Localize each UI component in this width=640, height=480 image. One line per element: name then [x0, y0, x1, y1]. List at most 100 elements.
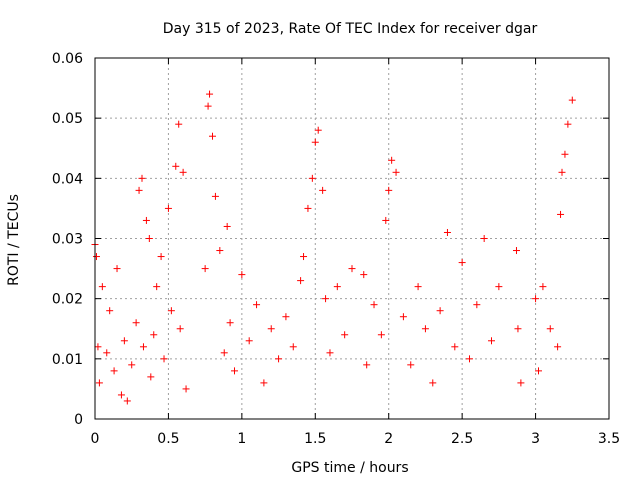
data-point — [208, 132, 216, 140]
data-point — [388, 156, 396, 164]
data-point — [204, 102, 212, 110]
x-tick-label: 1.5 — [304, 431, 326, 447]
data-point — [480, 235, 488, 242]
data-point — [297, 277, 305, 285]
data-point — [514, 325, 522, 333]
x-tick-label: 0 — [91, 431, 100, 447]
data-point — [128, 361, 136, 369]
data-point — [206, 90, 214, 98]
data-point — [164, 204, 172, 212]
data-point — [182, 385, 190, 393]
data-point — [220, 349, 228, 357]
data-point — [179, 168, 187, 176]
data-point — [110, 367, 118, 375]
data-point — [392, 168, 400, 176]
data-point — [322, 295, 330, 303]
data-point — [282, 313, 290, 321]
x-axis-title: GPS time / hours — [291, 460, 408, 476]
data-point — [532, 295, 540, 303]
data-point — [304, 204, 312, 212]
data-point — [539, 283, 547, 291]
data-point — [211, 192, 219, 200]
data-point — [561, 150, 569, 158]
data-point — [157, 253, 165, 261]
data-point — [300, 253, 308, 261]
data-point — [153, 283, 161, 291]
y-tick-label: 0.02 — [52, 292, 83, 308]
data-point — [557, 210, 565, 218]
data-point — [160, 355, 168, 363]
data-point — [176, 325, 184, 333]
x-tick-label: 3 — [531, 431, 540, 447]
x-tick-label: 3.5 — [598, 431, 620, 447]
data-point — [139, 343, 147, 351]
data-point — [414, 283, 422, 291]
data-point — [535, 367, 543, 375]
data-point — [564, 120, 572, 128]
data-point — [488, 337, 496, 345]
data-point — [106, 307, 114, 315]
data-point — [216, 247, 224, 255]
data-point — [226, 319, 234, 327]
y-tick-label: 0.01 — [52, 352, 83, 368]
chart-title: Day 315 of 2023, Rate Of TEC Index for r… — [163, 21, 538, 37]
data-point — [319, 186, 327, 194]
data-point — [147, 373, 155, 381]
y-tick-label: 0 — [74, 412, 83, 428]
x-tick-label: 0.5 — [157, 431, 179, 447]
data-point — [314, 126, 322, 134]
data-point — [311, 138, 319, 146]
data-point — [142, 216, 150, 224]
data-point — [275, 355, 283, 363]
data-point — [132, 319, 140, 327]
grid — [95, 58, 609, 419]
data-point — [326, 349, 334, 357]
data-point — [546, 325, 554, 333]
data-point — [568, 96, 576, 104]
data-point — [92, 253, 100, 261]
y-tick-label: 0.04 — [52, 171, 83, 187]
data-point — [399, 313, 407, 321]
data-point — [370, 301, 378, 309]
data-point — [473, 301, 481, 309]
data-point — [377, 331, 385, 339]
y-tick-label: 0.06 — [52, 51, 83, 67]
data-point — [145, 235, 153, 242]
data-point — [267, 325, 275, 333]
data-point — [558, 168, 566, 176]
data-point — [94, 343, 102, 351]
data-point — [429, 379, 437, 387]
data-point — [341, 331, 349, 339]
data-point — [495, 283, 503, 291]
data-point — [407, 361, 415, 369]
data-point — [245, 337, 253, 345]
y-tick-label: 0.05 — [52, 111, 83, 127]
x-tick-label: 2.5 — [451, 431, 473, 447]
data-point — [443, 228, 451, 236]
data-point — [95, 379, 103, 387]
data-point — [333, 283, 341, 291]
data-point — [113, 265, 121, 273]
data-point — [135, 186, 143, 194]
data-point — [348, 265, 356, 273]
data-point — [465, 355, 473, 363]
data-point — [512, 247, 520, 255]
data-point — [138, 174, 146, 182]
y-tick-label: 0.03 — [52, 232, 83, 248]
data-point — [451, 343, 459, 351]
data-point — [253, 301, 261, 309]
x-tick-label: 2 — [384, 431, 393, 447]
x-tick-label: 1 — [237, 431, 246, 447]
y-axis-title: ROTI / TECUs — [6, 194, 22, 286]
data-point — [117, 391, 125, 399]
data-point — [150, 331, 158, 339]
data-point — [167, 307, 175, 315]
data-point — [289, 343, 297, 351]
data-point — [123, 397, 131, 405]
data-point — [363, 361, 371, 369]
data-point — [458, 259, 466, 267]
data-point — [175, 120, 183, 128]
data-point — [98, 283, 106, 291]
data-points — [91, 90, 576, 405]
